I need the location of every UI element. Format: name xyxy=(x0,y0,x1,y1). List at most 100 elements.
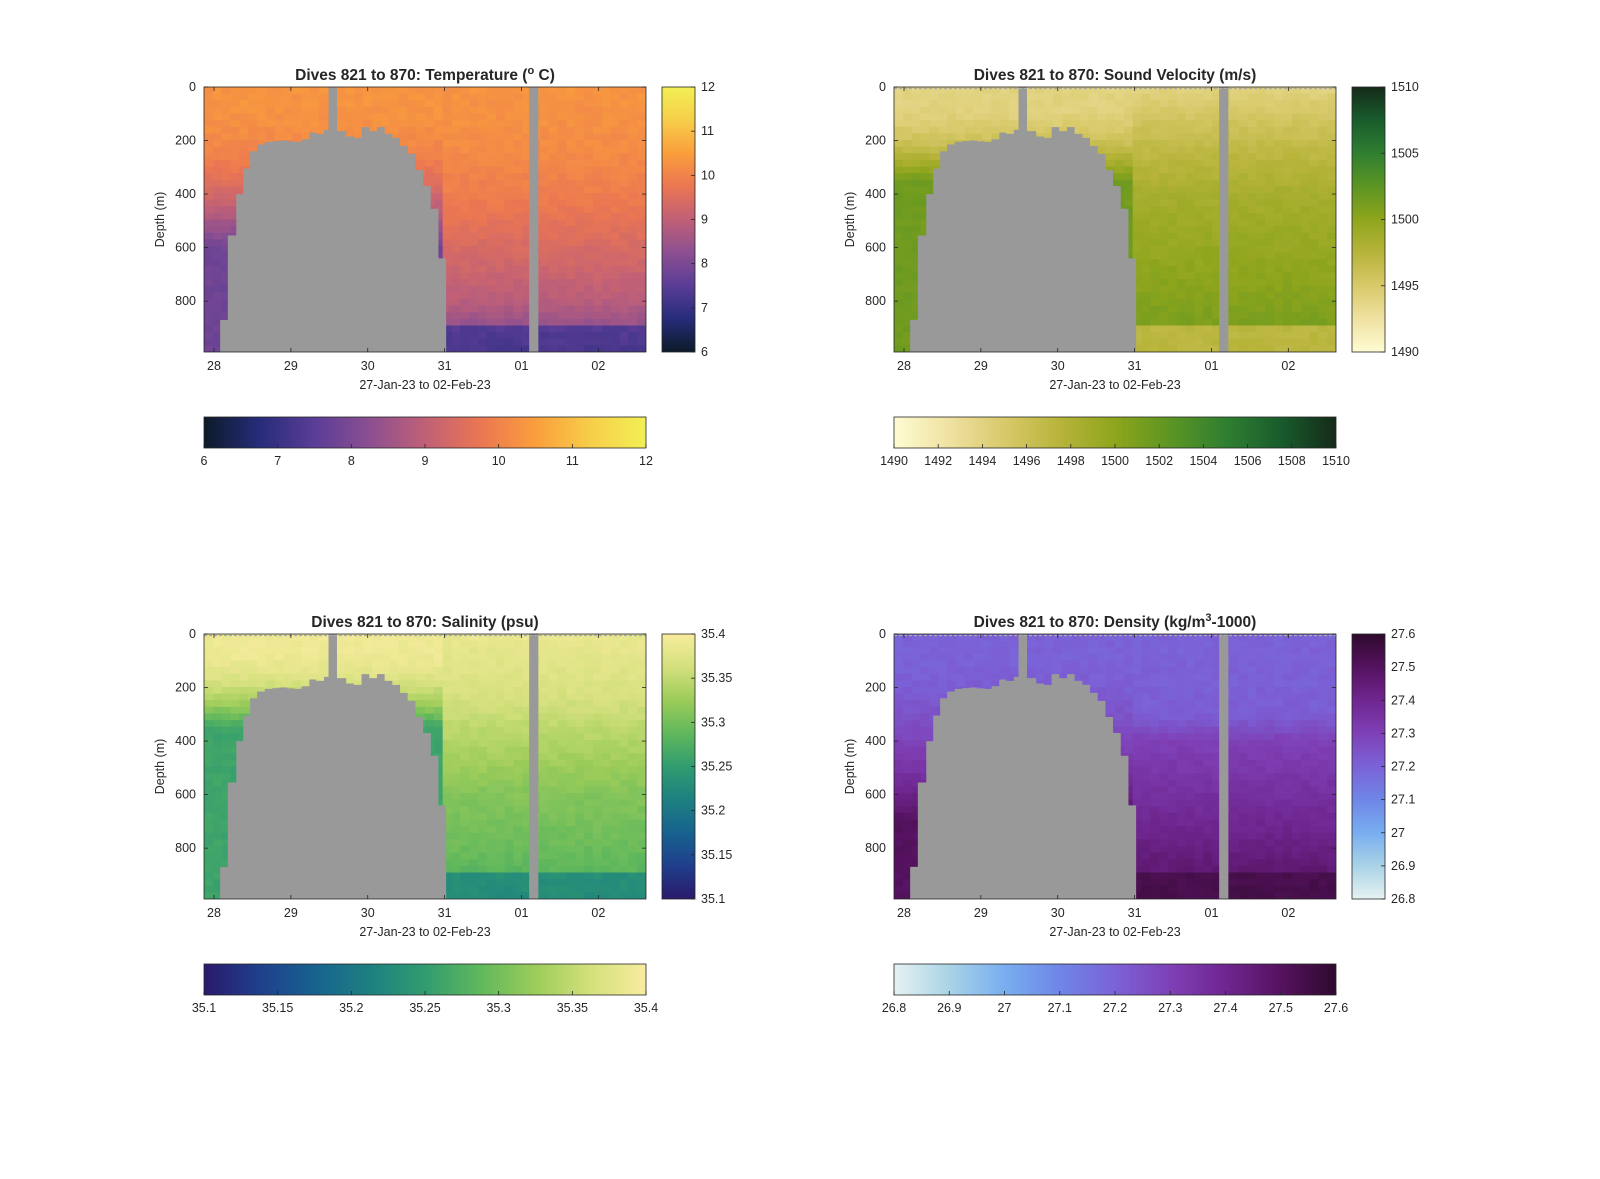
heatmap-cell xyxy=(230,179,240,187)
heatmap-cell xyxy=(513,272,523,280)
heatmap-cell xyxy=(902,193,913,201)
heatmap-cell xyxy=(522,159,532,168)
heatmap-cell xyxy=(486,219,497,227)
heatmap-cell xyxy=(230,159,240,168)
heatmap-cell xyxy=(1291,93,1302,101)
heatmap-cell xyxy=(212,786,223,794)
heatmap-cell xyxy=(336,87,347,95)
heatmap-cell xyxy=(239,133,249,141)
heatmap-cell xyxy=(513,312,523,320)
heatmap-cell xyxy=(248,647,258,655)
heatmap-cell xyxy=(1300,93,1311,101)
heatmap-cell xyxy=(920,87,930,95)
heatmap-cell xyxy=(1000,126,1010,134)
heatmap-cell xyxy=(1274,252,1284,260)
heatmap-cell xyxy=(610,239,621,247)
heatmap-cell xyxy=(371,653,382,662)
heatmap-cell xyxy=(460,252,470,260)
heatmap-cell xyxy=(1168,100,1178,108)
heatmap-cell xyxy=(1282,159,1293,168)
heatmap-cell xyxy=(637,146,646,154)
heatmap-cell xyxy=(416,153,426,161)
heatmap-cell xyxy=(575,206,585,214)
heatmap-cell xyxy=(548,186,559,194)
heatmap-cell xyxy=(504,212,514,221)
heatmap-cell xyxy=(212,159,223,168)
heatmap-cell xyxy=(460,173,470,181)
heatmap-cell xyxy=(1274,272,1284,280)
heatmap-cell xyxy=(345,87,355,95)
heatmap-cell xyxy=(1212,265,1222,274)
heatmap-cell xyxy=(1256,140,1266,148)
heatmap-cell xyxy=(433,232,444,240)
heatmap-cell xyxy=(478,338,488,346)
heatmap-cell xyxy=(274,634,285,642)
heatmap-cell xyxy=(1132,338,1143,346)
heatmap-cell xyxy=(894,299,904,307)
heatmap-cell xyxy=(380,87,391,95)
heatmap-cell xyxy=(486,146,497,154)
heatmap-cell xyxy=(1141,345,1151,352)
heatmap-cell xyxy=(1300,332,1311,340)
heatmap-cell xyxy=(363,647,373,655)
heatmap-cell xyxy=(1079,106,1090,115)
heatmap-cell xyxy=(1150,246,1160,254)
heatmap-cell xyxy=(1327,113,1336,121)
heatmap-cell xyxy=(1132,252,1143,260)
heatmap-cell xyxy=(478,265,488,274)
heatmap-cell xyxy=(1327,318,1336,327)
heatmap-cell xyxy=(592,159,603,168)
heatmap-cell xyxy=(363,106,373,115)
heatmap-cell xyxy=(513,345,523,352)
heatmap-cell xyxy=(1044,126,1054,134)
heatmap-cell xyxy=(1141,265,1151,274)
heatmap-cell xyxy=(1229,232,1240,240)
heatmap-cell xyxy=(1168,113,1178,121)
heatmap-cell xyxy=(513,305,523,313)
heatmap-cell xyxy=(1265,212,1275,221)
heatmap-cell xyxy=(601,246,612,254)
heatmap-cell xyxy=(628,199,638,207)
heatmap-cell xyxy=(1282,239,1293,247)
heatmap-cell xyxy=(982,100,992,108)
heatmap-cell xyxy=(433,252,444,260)
heatmap-cell xyxy=(1318,292,1328,300)
heatmap-cell xyxy=(469,338,479,346)
heatmap-cell xyxy=(1194,173,1204,181)
heatmap-cell xyxy=(566,199,576,207)
heatmap-cell xyxy=(1300,305,1311,313)
heatmap-cell xyxy=(221,647,232,655)
heatmap-cell xyxy=(929,93,939,101)
heatmap-cell xyxy=(1185,265,1196,274)
heatmap-cell xyxy=(442,246,453,254)
heatmap-cell xyxy=(1238,193,1249,201)
heatmap-cell xyxy=(451,186,461,194)
heatmap-cell xyxy=(248,667,258,675)
heatmap-cell xyxy=(1274,126,1284,134)
heatmap-cell xyxy=(610,226,621,234)
no-data-seafloor xyxy=(204,127,646,352)
no-data-gap xyxy=(328,87,337,352)
heatmap-cell xyxy=(637,140,646,148)
heatmap-cell xyxy=(1123,120,1134,128)
heatmap-cell xyxy=(1106,87,1116,95)
heatmap-cell xyxy=(1229,166,1240,174)
heatmap-cell xyxy=(575,299,585,307)
heatmap-cell xyxy=(557,332,568,340)
heatmap-cell xyxy=(265,106,276,115)
heatmap-cell xyxy=(380,126,391,134)
heatmap-cell xyxy=(1327,345,1336,352)
heatmap-cell xyxy=(451,106,461,115)
heatmap-cell xyxy=(1141,100,1151,108)
heatmap-cell xyxy=(230,746,240,754)
heatmap-cell xyxy=(1185,226,1196,234)
heatmap-cell xyxy=(212,146,223,154)
heatmap-cell xyxy=(1318,345,1328,352)
heatmap-cell xyxy=(637,173,646,181)
heatmap-cell xyxy=(283,100,293,108)
heatmap-cell xyxy=(1141,193,1151,201)
heatmap-cell xyxy=(310,106,320,115)
heatmap-cell xyxy=(1000,100,1010,108)
heatmap-cell xyxy=(486,106,497,115)
heatmap-cell xyxy=(1229,206,1240,214)
